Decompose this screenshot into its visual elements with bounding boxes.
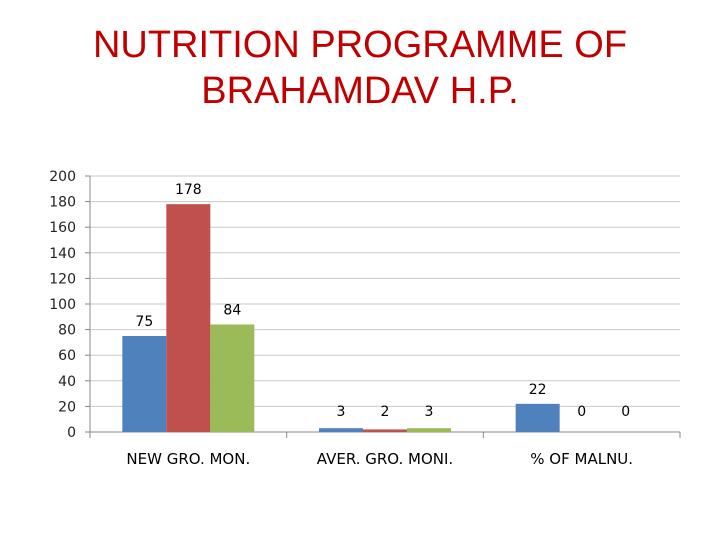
y-tick-label: 140: [49, 246, 76, 262]
data-label: 3: [425, 404, 434, 420]
bar: [515, 403, 560, 432]
data-label: 0: [621, 404, 630, 420]
data-label: 178: [175, 182, 202, 198]
data-label: 75: [135, 314, 153, 330]
y-tick-label: 80: [58, 323, 76, 339]
x-category-label: NEW GRO. MON.: [126, 450, 250, 468]
bar: [319, 428, 363, 432]
y-tick-label: 100: [49, 297, 76, 313]
y-tick-label: 160: [49, 220, 76, 236]
data-label: 0: [577, 404, 586, 420]
x-category-label: % OF MALNU.: [530, 450, 633, 468]
y-tick-label: 0: [67, 425, 76, 441]
bar: [210, 324, 255, 432]
y-tick-label: 40: [58, 374, 76, 390]
bar: [363, 429, 407, 432]
y-tick-label: 180: [49, 195, 76, 211]
bar: [122, 336, 167, 432]
y-tick-label: 60: [58, 348, 76, 364]
bar: [166, 204, 211, 432]
y-tick-label: 120: [49, 271, 76, 287]
bar: [407, 428, 451, 432]
y-tick-label: 20: [58, 399, 76, 415]
data-label: 22: [529, 382, 547, 398]
chart-title-line-2: BRAHAMDAV H.P.: [201, 70, 519, 112]
y-tick-label: 200: [49, 169, 76, 185]
data-label: 2: [381, 404, 390, 420]
data-label: 3: [337, 404, 346, 420]
chart-title: NUTRITION PROGRAMME OF BRAHAMDAV H.P.: [0, 22, 720, 114]
chart-title-line-1: NUTRITION PROGRAMME OF: [92, 24, 628, 66]
data-label: 84: [223, 302, 241, 318]
x-category-label: AVER. GRO. MONI.: [317, 450, 453, 468]
